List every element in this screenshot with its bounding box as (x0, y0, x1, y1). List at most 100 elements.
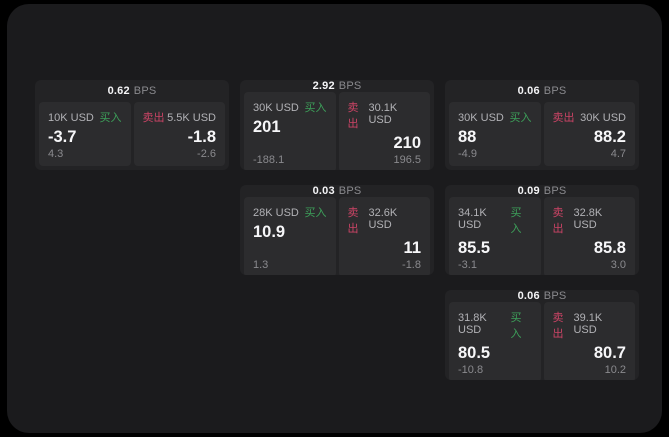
buy-side-label: 买入 (510, 207, 522, 235)
buy-side-label: 买入 (304, 207, 327, 219)
bps-value: 0.62 (107, 85, 130, 98)
buy-amount-label: 31.8K USD (458, 312, 487, 336)
buy-panel-top: 31.8K USD 买入 (458, 309, 532, 341)
sell-amount-label: 5.5K USD (167, 112, 216, 125)
bps-unit-label: BPS (543, 85, 567, 98)
bps-value: 2.92 (312, 80, 335, 92)
quote-card: 0.62 BPS 10K USD 买入 -3.7 4.3 卖出 5.5K USD… (35, 80, 229, 170)
bps-unit-label: BPS (338, 185, 362, 197)
quote-panels: 10K USD 买入 -3.7 4.3 卖出 5.5K USD -1.8 -2.… (35, 102, 229, 170)
sell-price-value: -1.8 (187, 128, 216, 147)
buy-panel-top: 30K USD 买入 (458, 109, 532, 125)
buy-panel[interactable]: 31.8K USD 买入 80.5 -10.8 (449, 302, 541, 380)
bps-header: 0.09 BPS (445, 185, 639, 197)
sell-side-label: 卖出 (552, 312, 564, 340)
sell-panel[interactable]: 卖出 5.5K USD -1.8 -2.6 (133, 102, 225, 166)
sell-price-value: 11 (403, 239, 421, 257)
buy-amount-label: 34.1K USD (458, 207, 487, 231)
buy-side-label: 买入 (510, 312, 522, 340)
buy-amount-label: 30K USD (253, 102, 299, 114)
buy-change-value: -188.1 (253, 153, 285, 166)
buy-side-label: 买入 (304, 102, 327, 114)
app-surface: 0.62 BPS 10K USD 买入 -3.7 4.3 卖出 5.5K USD… (7, 4, 662, 433)
sell-side-label: 卖出 (347, 207, 359, 235)
buy-panel[interactable]: 10K USD 买入 -3.7 4.3 (39, 102, 131, 166)
sell-amount-label: 32.8K USD (573, 207, 603, 231)
buy-panel[interactable]: 30K USD 买入 88 -4.9 (449, 102, 541, 166)
sell-amount-label: 39.1K USD (573, 312, 603, 336)
sell-change-value: 10.2 (604, 363, 626, 376)
buy-price-value: 80.5 (458, 344, 491, 362)
buy-side-label: 买入 (509, 112, 532, 125)
cards-grid: 0.62 BPS 10K USD 买入 -3.7 4.3 卖出 5.5K USD… (35, 80, 639, 380)
sell-change-value: -1.8 (402, 258, 421, 271)
bps-unit-label: BPS (338, 80, 362, 92)
bps-header: 0.06 BPS (445, 80, 639, 102)
bps-header: 0.62 BPS (35, 80, 229, 102)
buy-price-value: 10.9 (253, 223, 286, 241)
sell-amount-label: 30K USD (580, 112, 626, 125)
buy-price-value: 88 (458, 128, 477, 147)
bps-value: 0.03 (312, 185, 335, 197)
quote-panels: 30K USD 买入 88 -4.9 卖出 30K USD 88.2 4.7 (445, 102, 639, 170)
buy-change-value: 1.3 (253, 258, 269, 271)
sell-price-value: 88.2 (593, 128, 626, 147)
buy-change-value: -3.1 (458, 258, 477, 271)
buy-change-value: 4.3 (48, 148, 64, 160)
sell-change-value: -2.6 (197, 148, 216, 160)
buy-panel[interactable]: 28K USD 买入 10.9 1.3 (244, 197, 336, 275)
bps-header: 2.92 BPS (240, 80, 434, 92)
buy-panel[interactable]: 34.1K USD 买入 85.5 -3.1 (449, 197, 541, 275)
sell-panel[interactable]: 卖出 39.1K USD 80.7 10.2 (543, 302, 635, 380)
quote-panels: 28K USD 买入 10.9 1.3 卖出 32.6K USD 11 -1.8 (240, 197, 434, 275)
sell-panel-top: 卖出 39.1K USD (553, 309, 627, 341)
sell-side-label: 卖出 (142, 112, 165, 125)
buy-panel-top: 30K USD 买入 (253, 99, 327, 115)
buy-amount-label: 30K USD (458, 112, 504, 125)
quote-card: 0.06 BPS 31.8K USD 买入 80.5 -10.8 卖出 39.1… (445, 290, 639, 380)
bps-unit-label: BPS (133, 85, 157, 98)
sell-panel-top: 卖出 30.1K USD (348, 99, 422, 131)
buy-panel-top: 10K USD 买入 (48, 109, 122, 125)
sell-price-value: 210 (393, 134, 421, 152)
quote-card: 0.09 BPS 34.1K USD 买入 85.5 -3.1 卖出 32.8K… (445, 185, 639, 275)
bps-unit-label: BPS (543, 290, 567, 302)
sell-panel[interactable]: 卖出 32.6K USD 11 -1.8 (338, 197, 430, 275)
buy-panel-top: 28K USD 买入 (253, 204, 327, 220)
sell-panel-top: 卖出 30K USD (553, 109, 627, 125)
sell-panel-top: 卖出 32.6K USD (348, 204, 422, 236)
buy-amount-label: 28K USD (253, 207, 299, 219)
sell-panel[interactable]: 卖出 30K USD 88.2 4.7 (543, 102, 635, 166)
sell-change-value: 3.0 (610, 258, 626, 271)
buy-amount-label: 10K USD (48, 112, 94, 125)
buy-change-value: -10.8 (458, 363, 484, 376)
bps-unit-label: BPS (543, 185, 567, 197)
quote-card: 2.92 BPS 30K USD 买入 201 -188.1 卖出 30.1K … (240, 80, 434, 170)
buy-price-value: 85.5 (458, 239, 491, 257)
bps-value: 0.09 (517, 185, 540, 197)
sell-amount-label: 30.1K USD (368, 102, 398, 126)
sell-side-label: 卖出 (552, 112, 575, 125)
sell-panel-top: 卖出 5.5K USD (143, 109, 217, 125)
bps-value: 0.06 (517, 290, 540, 302)
buy-price-value: 201 (253, 118, 281, 136)
sell-side-label: 卖出 (347, 102, 359, 130)
sell-price-value: 80.7 (593, 344, 626, 362)
sell-price-value: 85.8 (593, 239, 626, 257)
bps-value: 0.06 (517, 85, 540, 98)
sell-side-label: 卖出 (552, 207, 564, 235)
quote-card: 0.06 BPS 30K USD 买入 88 -4.9 卖出 30K USD 8… (445, 80, 639, 170)
sell-panel[interactable]: 卖出 30.1K USD 210 196.5 (338, 92, 430, 170)
sell-panel-top: 卖出 32.8K USD (553, 204, 627, 236)
sell-panel[interactable]: 卖出 32.8K USD 85.8 3.0 (543, 197, 635, 275)
bps-header: 0.03 BPS (240, 185, 434, 197)
buy-side-label: 买入 (99, 112, 122, 125)
sell-change-value: 196.5 (393, 153, 421, 166)
buy-panel[interactable]: 30K USD 买入 201 -188.1 (244, 92, 336, 170)
buy-panel-top: 34.1K USD 买入 (458, 204, 532, 236)
quote-panels: 30K USD 买入 201 -188.1 卖出 30.1K USD 210 1… (240, 92, 434, 170)
buy-change-value: -4.9 (458, 148, 477, 160)
quote-card: 0.03 BPS 28K USD 买入 10.9 1.3 卖出 32.6K US… (240, 185, 434, 275)
buy-price-value: -3.7 (48, 128, 77, 147)
sell-change-value: 4.7 (610, 148, 626, 160)
